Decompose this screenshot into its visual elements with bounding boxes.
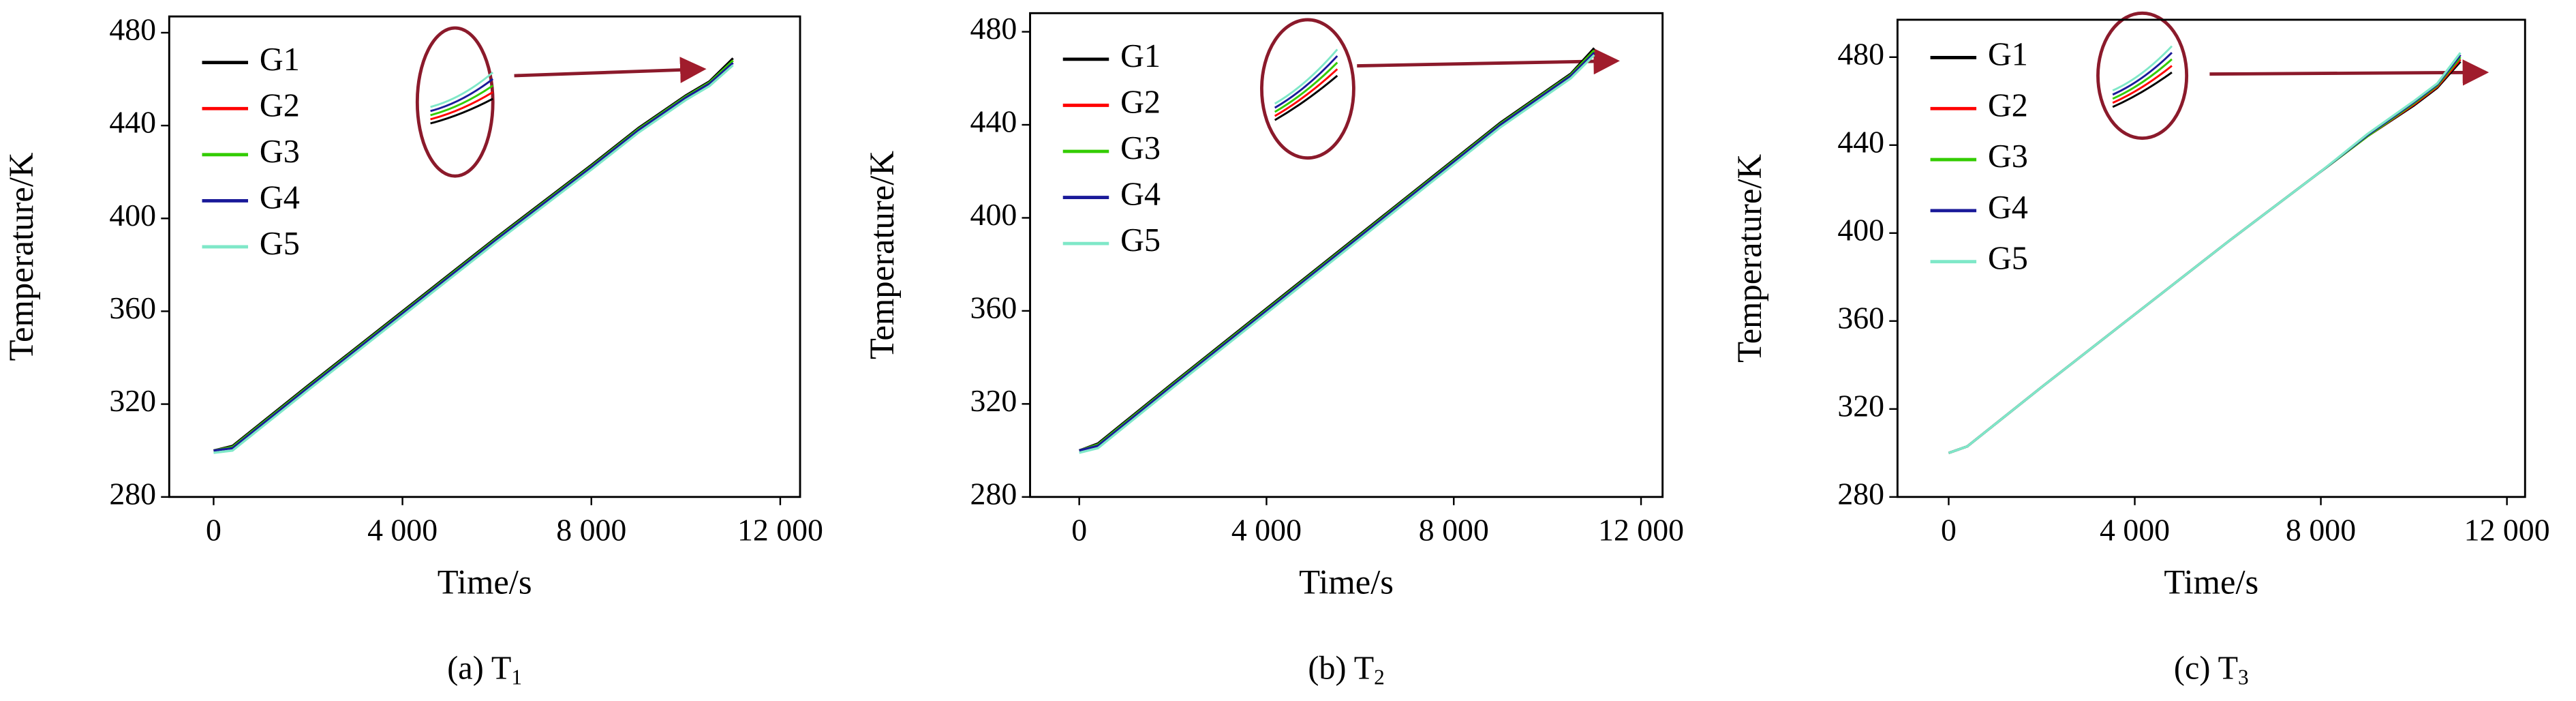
legend-label: G4 [1120, 177, 1161, 213]
panel: 280 320 360 400 440 480 0 4 000 8 000 12 000 Time/… [863, 11, 1684, 689]
x-tick-label: 12 000 [2464, 512, 2550, 547]
y-tick-label: 280 [1837, 476, 1884, 511]
caption-subscript: 3 [2238, 666, 2249, 689]
legend-label: G2 [1988, 87, 2028, 123]
plot-frame [1896, 18, 2526, 498]
y-axis-label: Temperature/K [863, 151, 901, 359]
series-line [213, 61, 734, 452]
x-tick-label: 0 [1941, 512, 1957, 547]
x-tick-label: 4 000 [2100, 512, 2170, 547]
inset-curve [430, 78, 494, 113]
series-line [1079, 54, 1595, 454]
y-tick-label: 480 [1837, 36, 1884, 71]
series-line [1079, 52, 1595, 452]
legend-label: G3 [260, 134, 300, 170]
inset-curve [1274, 68, 1338, 117]
y-tick-label: 360 [109, 290, 156, 325]
y-tick-label: 400 [1837, 212, 1884, 247]
legend-label: G3 [1988, 138, 2028, 175]
inset-curve [430, 91, 493, 121]
x-tick-label: 12 000 [737, 512, 823, 547]
series-line [1948, 52, 2462, 454]
plot-frame [168, 15, 801, 498]
x-tick-label: 4 000 [1231, 512, 1302, 547]
inset-curve [2112, 58, 2173, 100]
panel: 280 320 360 400 440 480 0 4 000 8 000 12 000 Time/… [2, 12, 823, 689]
inset-curve [430, 98, 493, 125]
x-axis-label: Time/s [1299, 563, 1394, 601]
x-tick-label: 4 000 [367, 512, 438, 547]
x-axis-label: Time/s [438, 563, 532, 601]
y-axis-label: Temperature/K [1730, 153, 1768, 362]
y-tick-label: 480 [109, 12, 156, 46]
inset-curve [1274, 48, 1338, 105]
inset-curve [2112, 72, 2173, 108]
y-tick-label: 320 [109, 383, 156, 418]
legend-label: G5 [1120, 222, 1161, 258]
inset-curve [1274, 61, 1338, 113]
caption-text: (a) T [447, 651, 511, 687]
y-tick-label: 400 [109, 198, 156, 233]
x-axis-label: Time/s [2164, 563, 2258, 601]
y-tick-label: 360 [970, 290, 1017, 325]
y-tick-label: 320 [970, 383, 1017, 418]
legend-label: G4 [260, 179, 300, 215]
legend-label: G4 [1988, 190, 2028, 226]
legend-label: G1 [260, 42, 300, 78]
inset-curve [430, 72, 494, 108]
x-tick-label: 0 [1071, 512, 1087, 547]
legend-label: G1 [1120, 38, 1161, 74]
inset-curve [1274, 55, 1338, 109]
legend-label: G3 [1120, 130, 1161, 166]
inset-curve [1274, 74, 1338, 121]
x-tick-label: 8 000 [556, 512, 626, 547]
y-tick-label: 480 [970, 11, 1017, 46]
legend-label: G1 [1988, 37, 2028, 73]
caption-text: (b) T [1308, 651, 1374, 687]
y-tick-label: 280 [970, 476, 1017, 511]
x-tick-label: 8 000 [2286, 512, 2356, 547]
caption-subscript: 2 [1374, 666, 1385, 689]
y-tick-label: 360 [1837, 300, 1884, 335]
legend-label: G2 [260, 87, 300, 123]
caption: (a) T1 [447, 651, 522, 689]
x-tick-label: 0 [206, 512, 221, 547]
panel: 280 320 360 400 440 480 0 4 000 8 000 12 000 Time/… [1730, 18, 2550, 689]
y-tick-label: 280 [109, 476, 156, 511]
inset-curve [430, 85, 494, 117]
inset-curve [2112, 65, 2173, 104]
y-tick-label: 440 [970, 104, 1017, 139]
y-tick-label: 400 [970, 197, 1017, 232]
inset-curve [2112, 45, 2173, 92]
x-tick-label: 8 000 [1419, 512, 1489, 547]
caption-text: (c) T [2174, 651, 2238, 687]
y-tick-label: 440 [1837, 124, 1884, 159]
zoom-callout [415, 11, 2489, 178]
legend-label: G2 [1120, 84, 1161, 120]
caption-subscript: 1 [511, 666, 522, 689]
series-line [213, 64, 734, 454]
y-axis-label: Temperature/K [2, 152, 40, 361]
y-tick-label: 320 [1837, 388, 1884, 423]
legend-label: G5 [1988, 241, 2028, 277]
plot-frame [1029, 12, 1664, 498]
inset-curve [2112, 52, 2173, 96]
legend-label: G5 [260, 226, 300, 262]
caption: (b) T2 [1308, 651, 1384, 689]
y-tick-label: 440 [109, 105, 156, 140]
x-tick-label: 12 000 [1598, 512, 1684, 547]
caption: (c) T3 [2174, 651, 2249, 689]
